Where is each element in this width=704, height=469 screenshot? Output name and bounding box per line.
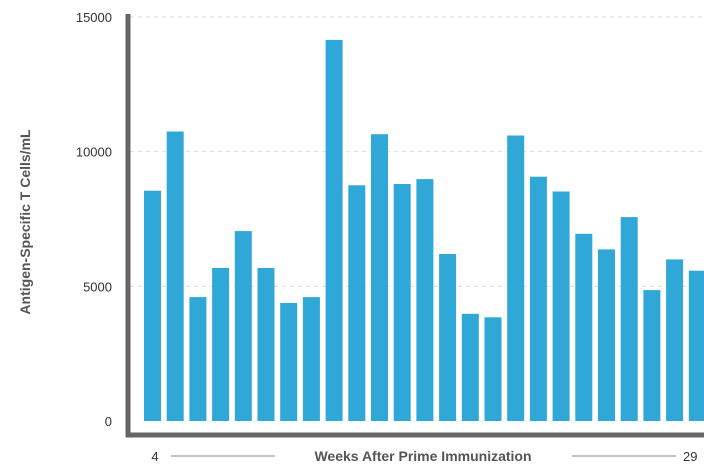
bar (144, 190, 161, 421)
y-tick-labels: 0 5000 10000 15000 (76, 10, 112, 429)
bar (302, 297, 320, 421)
bar (666, 259, 684, 421)
x-end-label: 29 (683, 449, 697, 464)
y-tick-label: 5000 (83, 279, 112, 294)
bar (598, 249, 615, 421)
x-start-label: 4 (151, 449, 158, 464)
bar (189, 297, 207, 421)
bar (439, 254, 457, 421)
bar (461, 313, 479, 421)
y-axis-title: Antigen-Specific T Cells/mL (17, 129, 33, 315)
bar (348, 185, 366, 421)
bar (484, 317, 502, 421)
bar (507, 135, 525, 421)
bar (393, 184, 411, 421)
bar (212, 268, 230, 421)
bar (257, 268, 275, 421)
bar (371, 134, 388, 421)
y-tick-label: 15000 (76, 10, 112, 25)
x-axis-title: Weeks After Prime Immunization (314, 448, 531, 464)
bar (688, 270, 704, 421)
bar (575, 233, 593, 421)
y-tick-label: 10000 (76, 145, 112, 160)
bar-series (144, 39, 704, 422)
bar (529, 176, 547, 421)
bar (552, 191, 570, 421)
bar (643, 290, 661, 421)
bar (416, 179, 434, 421)
y-tick-label: 0 (105, 414, 112, 429)
bar (166, 131, 184, 421)
bar (234, 231, 252, 421)
bar (280, 303, 298, 421)
bar (325, 39, 343, 422)
bar (620, 217, 638, 421)
